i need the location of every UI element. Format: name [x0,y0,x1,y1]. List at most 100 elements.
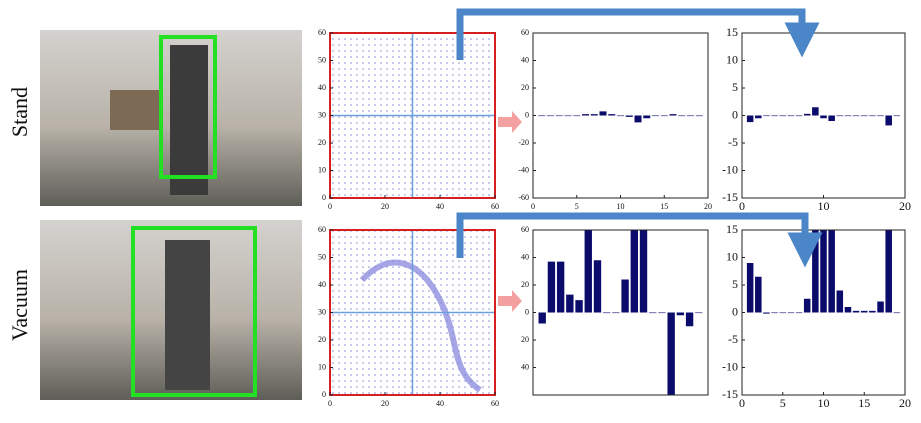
bar [669,114,677,116]
y-tick-label: 10 [318,165,326,174]
bar [860,115,868,117]
photo-stand [40,30,302,206]
bar [695,312,703,314]
bar [608,114,616,116]
bar [763,312,770,314]
bar [779,312,787,314]
bar [582,114,589,116]
chart: -15 -10 -5 0 5 10 15 0 5 10 15 20 [722,222,911,410]
bar [763,115,770,117]
y-tick-label: -5 [728,332,738,346]
x-tick-label: 15 [660,202,668,211]
x-tick-label: 60 [491,202,499,211]
bar [771,115,778,117]
x-tick-label: 0 [739,199,745,213]
bar [630,230,638,313]
bar [795,312,803,314]
bar [828,230,835,313]
bar [685,312,694,327]
bar [625,115,633,117]
bar [621,279,629,313]
arrow [456,8,820,60]
y-tick-label: 10 [318,362,326,371]
bar [820,115,827,119]
arrow [498,111,522,133]
x-tick-label: 20 [381,399,389,408]
chart: -15 -10 -5 0 5 10 15 0 10 20 [722,25,911,213]
bar [676,312,685,316]
y-tick-label: 40 [521,55,529,64]
y-tick-label: 0 [525,110,529,119]
y-tick-label: -60 [518,193,529,202]
y-tick-label: -40 [518,165,529,174]
y-tick-label: 60 [521,225,529,234]
bar [547,261,556,313]
x-tick-label: 5 [780,396,786,410]
bar [877,301,884,313]
bar [779,115,787,117]
bar [603,312,611,314]
bar [755,276,762,313]
bar [787,115,795,117]
y-tick-label: 50 [318,55,326,64]
bar [612,312,620,314]
bar [885,115,892,126]
y-tick-label: 20 [318,138,326,147]
bar [547,115,554,117]
x-tick-label: 20 [899,396,911,410]
bar [649,312,657,314]
y-tick-label: 0 [732,304,738,318]
bar [575,300,583,313]
bar [687,115,694,117]
chart: 40 20 0 20 40 60 [521,225,709,396]
y-tick-label: 0 [525,307,529,316]
x-tick-label: 20 [381,202,389,211]
bar [893,312,901,314]
x-tick-label: 5 [575,202,579,211]
chart: 0 10 20 30 40 50 60 0 20 40 60 [318,225,499,408]
y-tick-label: 5 [732,80,738,94]
bar [667,312,675,395]
y-tick-label: 10 [726,249,738,263]
y-tick-label: 15 [726,222,738,236]
photo-vacuum [40,220,302,400]
bar [869,115,876,117]
bar [652,115,659,117]
bar [844,307,852,313]
y-tick-label: 0 [322,390,326,399]
y-tick-label: 15 [726,25,738,39]
y-tick-label: 40 [521,252,529,261]
bar [852,310,860,313]
y-tick-label: 20 [318,335,326,344]
x-tick-label: 20 [899,199,911,213]
bar [869,310,876,313]
y-tick-label: 50 [318,252,326,261]
x-tick-label: 10 [617,202,625,211]
x-tick-label: 40 [436,399,444,408]
y-tick-label: 40 [318,83,326,92]
bar [836,115,844,117]
y-tick-label: 40 [318,280,326,289]
bar [844,115,852,117]
bar [795,115,803,117]
x-tick-label: 15 [858,396,870,410]
bar [877,115,884,117]
x-tick-label: 0 [328,399,332,408]
bar [639,230,648,313]
bar [812,230,819,313]
x-tick-label: 0 [739,396,745,410]
x-tick-label: 60 [491,399,499,408]
bar [746,115,754,123]
x-tick-label: 20 [704,202,712,211]
y-tick-label: -15 [722,387,738,401]
x-tick-label: 10 [818,199,830,213]
y-tick-label: -15 [722,190,738,204]
bar [660,115,668,117]
bar [787,312,795,314]
y-tick-label: 30 [318,307,326,316]
bar [555,115,563,117]
y-tick-label: 20 [521,83,529,92]
bar [885,230,892,313]
y-tick-label: -20 [518,138,529,147]
bar [599,111,607,116]
